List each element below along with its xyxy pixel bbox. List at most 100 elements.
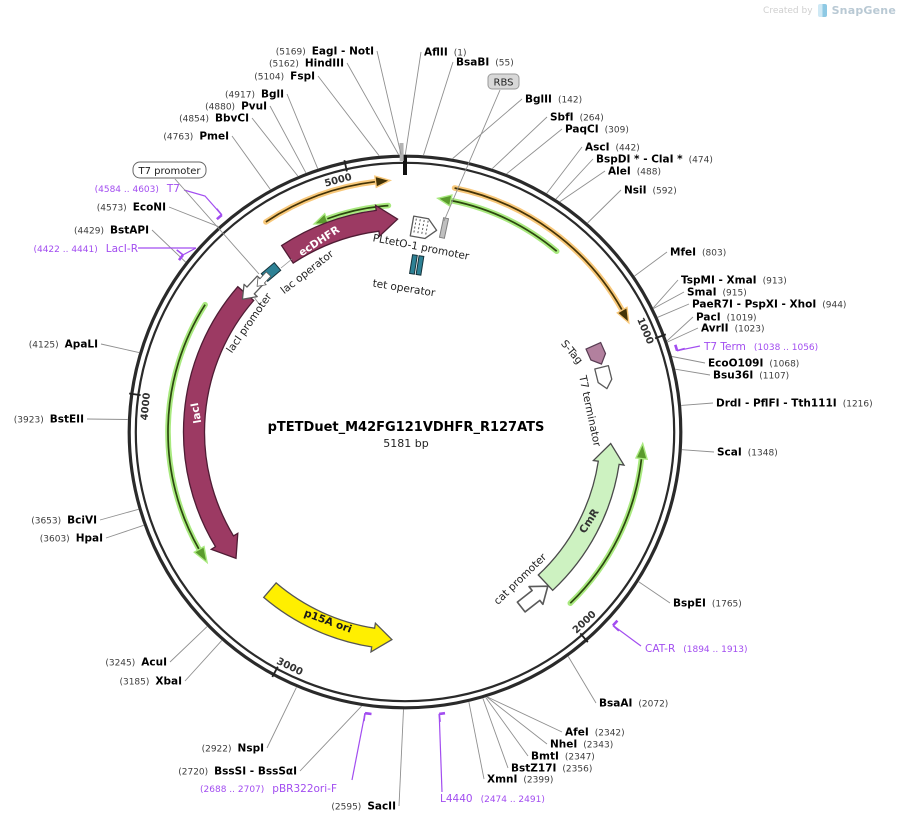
restriction-site-label: (5162) HindIII (269, 58, 344, 70)
restriction-site-label: BmtI (2347) (531, 751, 595, 763)
leader-line (634, 251, 668, 277)
leader-line (317, 75, 380, 156)
primer-leader-line (438, 713, 443, 793)
orf-arrow-cmr-arrowhead (634, 441, 649, 461)
leader-line (666, 316, 694, 342)
t7-promoter-label: T7 promoter (137, 166, 201, 177)
label-part: XmnI (487, 774, 517, 786)
leader-line (398, 709, 404, 807)
restriction-site-label: BsaBI (55) (456, 57, 514, 69)
label-part: EcoO109I (708, 358, 763, 370)
pltet-hatch-line (413, 218, 417, 235)
label-part: DrdI - PflFI - Tth111I (716, 398, 837, 410)
restriction-site-label: (4573) EcoNI (97, 202, 166, 214)
leader-line (587, 189, 622, 224)
restriction-site-label: (3185) XbaI (119, 676, 182, 688)
label-part: (1019) (727, 314, 757, 324)
primer-leader-line (182, 247, 197, 256)
label-part: (1107) (759, 372, 789, 382)
leader-line (671, 356, 706, 364)
laci-label: lacI (189, 402, 204, 425)
label-part: (3185) (119, 678, 149, 688)
restriction-site-label: (5104) FspI (254, 71, 315, 83)
leader-line (491, 116, 548, 169)
label-part: (1023) (735, 325, 765, 335)
restriction-site-label: (5169) EagI - NotI (276, 46, 374, 58)
restriction-site-label: PaqCI (309) (565, 124, 629, 136)
leader-line (443, 89, 501, 222)
leader-line (482, 698, 509, 769)
plasmid-title: pTETDuet_M42FG121VDHFR_R127ATS (268, 420, 545, 435)
restriction-site-label: BglII (142) (525, 94, 582, 106)
primer-leader-line (676, 345, 701, 352)
label-part: (2688 .. 2707) (200, 785, 264, 795)
snapgene-watermark: Created by SnapGene (763, 4, 896, 17)
leader-line (653, 291, 685, 309)
orf-arrow-left-core (167, 304, 206, 550)
leader-line (231, 135, 271, 190)
restriction-site-label: BspDI * - ClaI * (474) (596, 154, 713, 166)
label-part: (2342) (595, 729, 625, 739)
restriction-site-label: DrdI - PflFI - Tth111I (1216) (716, 398, 873, 410)
label-part: TspMI - XmaI (681, 275, 757, 287)
leader-line (100, 343, 140, 354)
label-part: (913) (763, 277, 787, 287)
label-part: T7 Term (703, 341, 746, 353)
stag-arrow (585, 341, 607, 365)
restriction-site-label: (4880) PvuI (205, 101, 267, 113)
label-part: (4422 .. 4441) (33, 245, 97, 255)
label-part: NsiI (624, 185, 647, 197)
label-part: (915) (723, 289, 747, 299)
leader-line (376, 50, 402, 155)
label-part: (1765) (712, 600, 742, 610)
label-part: (2343) (583, 741, 613, 751)
leader-line (99, 508, 139, 521)
leader-line (681, 449, 715, 453)
label-part: (4573) (97, 204, 127, 214)
label-part: BsaBI (456, 57, 489, 69)
restriction-site-label: AflII (1) (424, 47, 466, 59)
restriction-site-label: SbfI (264) (550, 112, 604, 124)
leader-line (269, 105, 307, 174)
label-part: BglII (525, 94, 552, 106)
label-part: BstZ17I (511, 763, 556, 775)
label-part: (1) (454, 49, 467, 59)
label-part: HpaI (76, 533, 103, 545)
scale-tick (579, 632, 589, 643)
leader-line (567, 656, 597, 704)
leader-line (487, 696, 563, 733)
label-part: BssSI - BssSαI (214, 766, 297, 778)
leader-line (486, 696, 548, 745)
label-part: PacI (696, 312, 721, 324)
feature-cmr-arrow (537, 442, 626, 592)
leader-line (346, 62, 399, 155)
restriction-site-label: (2922) NspI (202, 743, 264, 755)
label-part: PvuI (241, 101, 267, 113)
scale-tick (654, 333, 667, 340)
label-part: SbfI (550, 112, 574, 124)
plasmid-size: 5181 bp (383, 437, 428, 450)
label-part: EagI - NotI (312, 46, 374, 58)
primer-range-stub (674, 344, 679, 352)
label-part: Bsu36I (713, 370, 753, 382)
restriction-site-label: (2720) BssSI - BssSαI (178, 766, 297, 778)
rbs-label: RBS (494, 78, 514, 89)
label-part: (5162) (269, 60, 299, 70)
label-part: NheI (550, 739, 577, 751)
label-part: EcoNI (133, 202, 166, 214)
pltet-promoter-arrow (409, 215, 438, 240)
label-part: (2347) (565, 753, 595, 763)
label-part: SmaI (687, 287, 717, 299)
primer-range-stub (612, 619, 619, 627)
scale-tick-label: 4000 (139, 392, 153, 421)
restriction-site-label: BstZ17I (2356) (511, 763, 592, 775)
scale-tick (271, 666, 279, 678)
label-part: (3603) (40, 535, 70, 545)
label-part: (3245) (105, 659, 135, 669)
restriction-site-label: (4854) BbvCI (179, 113, 249, 125)
leader-line (506, 128, 563, 175)
label-part: (3923) (14, 416, 44, 426)
label-part: BciVI (67, 515, 97, 527)
